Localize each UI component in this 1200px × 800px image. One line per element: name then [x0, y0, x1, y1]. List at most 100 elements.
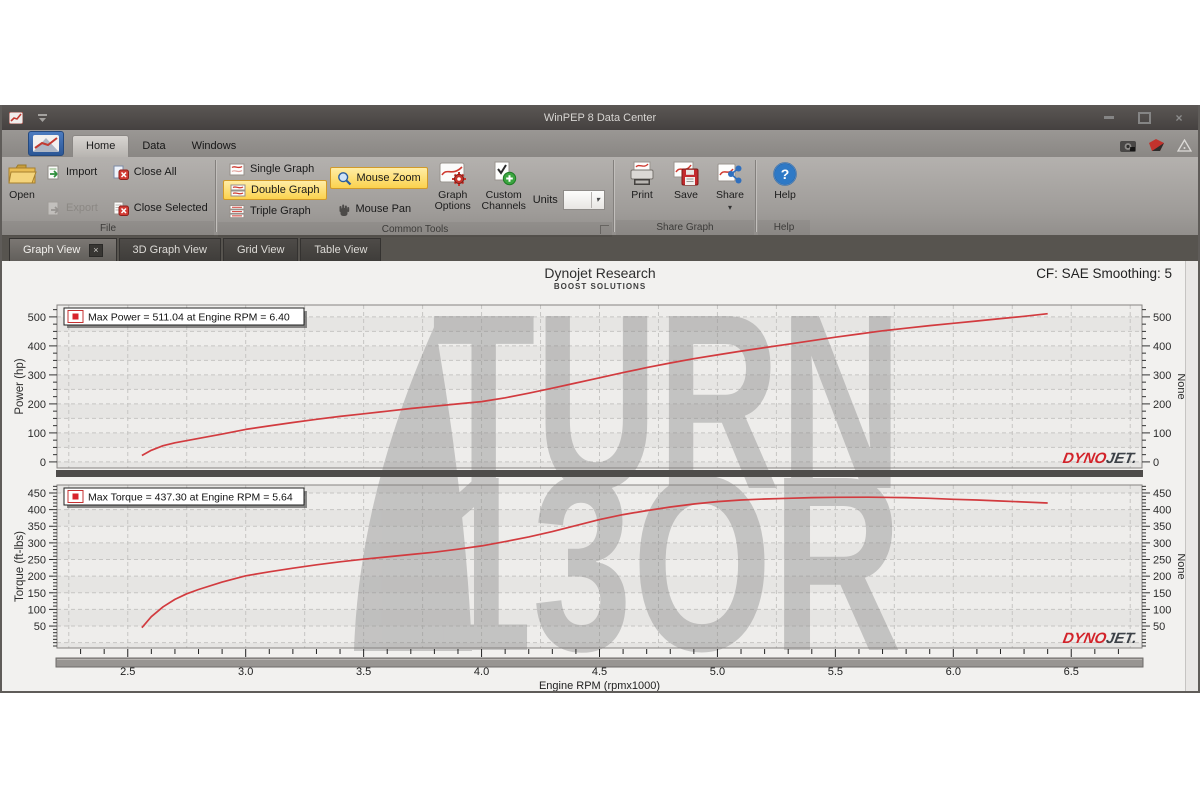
- mouse-zoom-button[interactable]: Mouse Zoom: [329, 167, 428, 189]
- chart-subtitle: BOOST SOLUTIONS: [553, 282, 647, 291]
- graph-options-icon: [439, 162, 466, 186]
- svg-text:Max Torque = 437.30 at Engine: Max Torque = 437.30 at Engine RPM = 5.64: [88, 492, 293, 504]
- titlebar: WinPEP 8 Data Center ×: [2, 105, 1198, 130]
- watermark-line1: TURN: [432, 262, 902, 541]
- tab-3d-graph-view-label: 3D Graph View: [132, 244, 207, 256]
- y-axis-label: Power (hp): [14, 358, 26, 414]
- dynojet-logo: DYNOJET.: [1061, 630, 1138, 647]
- svg-text:300: 300: [28, 538, 46, 550]
- quick-access-icon[interactable]: [37, 113, 48, 122]
- dynojet-badge-icon[interactable]: [1148, 138, 1165, 152]
- tab-graph-view[interactable]: Graph View ×: [9, 238, 117, 261]
- dynojet-logo: DYNOJET.: [1061, 450, 1138, 467]
- ribbon-tab-data[interactable]: Data: [142, 140, 166, 152]
- svg-text:500: 500: [1153, 312, 1171, 324]
- close-selected-button[interactable]: Close Selected: [107, 198, 214, 218]
- save-button[interactable]: Save: [667, 159, 705, 219]
- help-label: Help: [774, 189, 796, 201]
- tab-table-view[interactable]: Table View: [300, 238, 382, 261]
- y2-axis-label: None: [1175, 553, 1187, 579]
- open-button[interactable]: Open: [7, 159, 37, 219]
- y2-axis-label: None: [1175, 373, 1187, 399]
- dialog-launcher-icon[interactable]: [600, 225, 609, 234]
- tab-table-view-label: Table View: [314, 244, 368, 256]
- watermark-line2: 13OR: [432, 424, 902, 691]
- double-graph-button[interactable]: Double Graph: [223, 180, 327, 200]
- single-graph-button[interactable]: Single Graph: [223, 160, 327, 178]
- window-controls: ×: [1102, 105, 1186, 130]
- y-axis-label: Torque (ft-lbs): [14, 531, 26, 602]
- triple-graph-button[interactable]: Triple Graph: [223, 202, 327, 220]
- close-button[interactable]: ×: [1175, 110, 1183, 125]
- app-menu-button[interactable]: [28, 131, 64, 156]
- svg-text:500: 500: [28, 312, 46, 324]
- units-control: Units ▾: [532, 189, 605, 210]
- share-button[interactable]: Share ▾: [711, 159, 749, 219]
- svg-text:50: 50: [1153, 621, 1165, 633]
- svg-text:350: 350: [1153, 521, 1171, 533]
- close-all-button[interactable]: Close All: [107, 162, 214, 182]
- svg-text:50: 50: [34, 621, 46, 633]
- mouse-zoom-label: Mouse Zoom: [356, 172, 421, 184]
- svg-text:400: 400: [1153, 341, 1171, 353]
- app-window: WinPEP 8 Data Center × Home Data Windows: [0, 105, 1200, 693]
- group-separator: [215, 160, 217, 232]
- ribbon-group-common-tools: Single Graph Double Graph Triple Graph M…: [218, 157, 612, 237]
- svg-text:200: 200: [28, 571, 46, 583]
- graph-options-button[interactable]: Graph Options: [431, 159, 475, 219]
- chevron-down-icon: ▾: [590, 191, 604, 208]
- custom-channels-button[interactable]: Custom Channels: [478, 159, 530, 219]
- svg-text:200: 200: [1153, 571, 1171, 583]
- notification-icon[interactable]: [1177, 139, 1192, 152]
- tab-3d-graph-view[interactable]: 3D Graph View: [118, 238, 221, 261]
- import-button[interactable]: Import: [40, 162, 104, 182]
- print-button[interactable]: Print: [623, 159, 661, 219]
- graph-options-label: Graph Options: [434, 189, 471, 212]
- mouse-pan-button[interactable]: Mouse Pan: [330, 199, 428, 219]
- watermark-swoosh: [354, 325, 472, 651]
- tab-close-icon[interactable]: ×: [89, 243, 103, 257]
- graph-view-panel: Dynojet Research BOOST SOLUTIONS CF: SAE…: [2, 261, 1198, 691]
- maximize-icon: [1137, 111, 1151, 124]
- svg-text:5.0: 5.0: [710, 666, 725, 678]
- units-label: Units: [532, 193, 558, 206]
- x-axis-label: Engine RPM (rpmx1000): [539, 680, 660, 691]
- legend-power: Max Power = 511.04 at Engine RPM = 6.40: [63, 307, 307, 328]
- smoothing-label: CF: SAE Smoothing: 5: [1036, 266, 1172, 281]
- svg-text:450: 450: [28, 488, 46, 500]
- svg-text:4.5: 4.5: [592, 666, 607, 678]
- svg-text:300: 300: [28, 370, 46, 382]
- winpep-logo-icon: [33, 135, 59, 152]
- double-graph-icon: [230, 184, 246, 196]
- group-label-share-graph: Share Graph: [616, 220, 754, 235]
- mouse-pan-icon: [339, 204, 349, 216]
- ribbon-tab-home[interactable]: Home: [72, 135, 130, 157]
- group-label-file: File: [2, 221, 214, 236]
- printer-icon: [630, 161, 654, 185]
- svg-text:100: 100: [1153, 604, 1171, 616]
- ribbon-group-file: Open Import Export Close All: [2, 157, 214, 236]
- triple-graph-label: Triple Graph: [250, 205, 311, 217]
- minimize-button[interactable]: [1102, 111, 1116, 125]
- svg-text:5.5: 5.5: [828, 666, 843, 678]
- folder-icon: [8, 164, 37, 184]
- svg-text:2.5: 2.5: [120, 666, 135, 678]
- ribbon: Open Import Export Close All: [2, 157, 1198, 237]
- svg-text:400: 400: [28, 505, 46, 517]
- chart-title: Dynojet Research: [544, 265, 656, 281]
- screenshot-icon[interactable]: [1120, 139, 1136, 152]
- ribbon-tab-windows[interactable]: Windows: [191, 140, 237, 152]
- svg-text:450: 450: [1153, 488, 1171, 500]
- help-button[interactable]: ? Help: [765, 159, 805, 219]
- custom-channels-icon: [494, 161, 516, 186]
- units-dropdown[interactable]: ▾: [562, 189, 605, 210]
- double-graph-label: Double Graph: [251, 184, 320, 196]
- export-button[interactable]: Export: [40, 198, 104, 218]
- share-dropdown-icon[interactable]: ▾: [727, 203, 732, 212]
- maximize-button[interactable]: [1137, 111, 1151, 125]
- svg-text:6.0: 6.0: [946, 666, 961, 678]
- ribbon-group-help: ? Help Help: [758, 157, 810, 235]
- tab-grid-view[interactable]: Grid View: [222, 238, 299, 261]
- single-graph-label: Single Graph: [250, 163, 315, 175]
